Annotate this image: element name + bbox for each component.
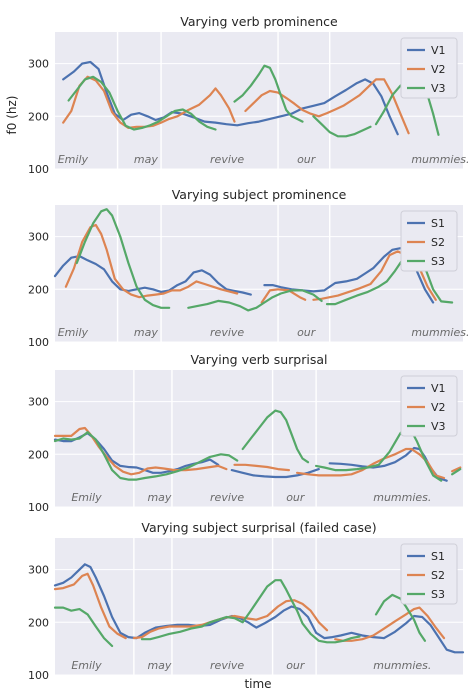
word-label: may [134, 153, 158, 166]
legend-label: S1 [431, 217, 445, 230]
chart-panel-1: 100 200 300 Emily may revive our mummies. Varyin… [28, 14, 469, 176]
y-tick-label: 200 [28, 110, 49, 123]
legend-label: V2 [431, 63, 446, 76]
legend-box [400, 543, 458, 605]
series-line [53, 255, 252, 296]
chart-panel-3: 100 200 300 Emily may revive our mummies. Varyin… [28, 352, 463, 514]
series-line [62, 60, 399, 136]
chart-panel-4: 100 200 300 Emily may revive our mummies. Varyin… [28, 520, 465, 682]
legend-box [400, 37, 458, 99]
legend-label: V3 [431, 82, 446, 95]
series-line [132, 599, 329, 640]
chart-title: Varying subject prominence [172, 187, 347, 202]
plot-area [55, 370, 463, 507]
y-tick-label: 300 [28, 396, 49, 409]
series-line [187, 289, 323, 312]
series-v1 [62, 60, 399, 136]
series-line [140, 579, 361, 644]
series-line [53, 606, 114, 648]
word-label: revive [210, 659, 244, 672]
series-line [53, 426, 228, 476]
chart-title: Varying verb surprisal [191, 352, 328, 367]
legend-label: V2 [431, 401, 446, 414]
legend-label: V3 [431, 420, 446, 433]
y-tick-label: 100 [28, 501, 49, 514]
series-line [260, 288, 307, 304]
word-label: mummies. [373, 491, 431, 504]
word-label: may [147, 659, 171, 672]
series-line [64, 223, 239, 299]
word-label: Emily [71, 659, 102, 672]
legend: V1 V2 V3 [400, 375, 458, 437]
legend-label: S3 [431, 255, 445, 268]
word-label: our [297, 153, 317, 166]
x-axis-label: time [244, 677, 271, 691]
series-line [53, 572, 127, 640]
y-tick-label: 100 [28, 336, 49, 349]
y-tick-label: 300 [28, 58, 49, 71]
legend-label: S2 [431, 569, 445, 582]
word-label: revive [210, 153, 244, 166]
word-label: mummies. [411, 326, 469, 339]
series-line [241, 409, 310, 464]
series-s2 [53, 572, 446, 642]
word-label: mummies. [411, 153, 469, 166]
legend-label: S2 [431, 236, 445, 249]
series-line [315, 425, 443, 482]
series-line [451, 466, 462, 473]
series-line [334, 606, 446, 642]
word-label: our [286, 659, 306, 672]
legend-label: V1 [431, 44, 446, 57]
legend: S1 S2 S3 [400, 543, 458, 605]
plot-area [55, 205, 463, 342]
legend-label: V1 [431, 382, 446, 395]
word-label: revive [210, 491, 244, 504]
y-axis-label: f0 (hz) [5, 96, 19, 135]
series-line [67, 75, 217, 131]
series-line [244, 78, 410, 135]
series-line [53, 431, 239, 481]
word-label: Emily [71, 491, 102, 504]
series-line [233, 463, 290, 472]
word-label: mummies. [373, 659, 431, 672]
legend-label: S3 [431, 588, 445, 601]
chart-title: Varying verb prominence [180, 14, 338, 29]
y-tick-label: 100 [28, 163, 49, 176]
word-label: our [297, 326, 317, 339]
y-tick-label: 200 [28, 448, 49, 461]
word-label: our [286, 491, 306, 504]
chart-panel-2: 100 200 300 Emily may revive our mummies. Varyin… [28, 187, 469, 349]
legend-box [400, 210, 458, 272]
series-line [325, 254, 454, 306]
chart-title: Varying subject surprisal (failed case) [141, 520, 376, 535]
y-tick-label: 100 [28, 669, 49, 682]
y-tick-label: 300 [28, 231, 49, 244]
series-line [451, 468, 462, 476]
series-line [312, 115, 372, 138]
plot-area [55, 538, 463, 675]
series-line [233, 64, 304, 123]
series-line [75, 208, 171, 309]
y-tick-label: 200 [28, 283, 49, 296]
y-tick-label: 300 [28, 564, 49, 577]
series-v3 [53, 409, 462, 482]
series-s1 [53, 563, 465, 654]
word-label: Emily [58, 153, 89, 166]
word-label: may [147, 491, 171, 504]
legend-box [400, 375, 458, 437]
word-label: may [134, 326, 158, 339]
legend-label: S1 [431, 550, 445, 563]
word-label: revive [210, 326, 244, 339]
series-s3 [75, 208, 454, 312]
y-tick-label: 200 [28, 616, 49, 629]
legend: S1 S2 S3 [400, 210, 458, 272]
word-label: Emily [58, 326, 89, 339]
legend: V1 V2 V3 [400, 37, 458, 99]
series-line [53, 563, 465, 654]
